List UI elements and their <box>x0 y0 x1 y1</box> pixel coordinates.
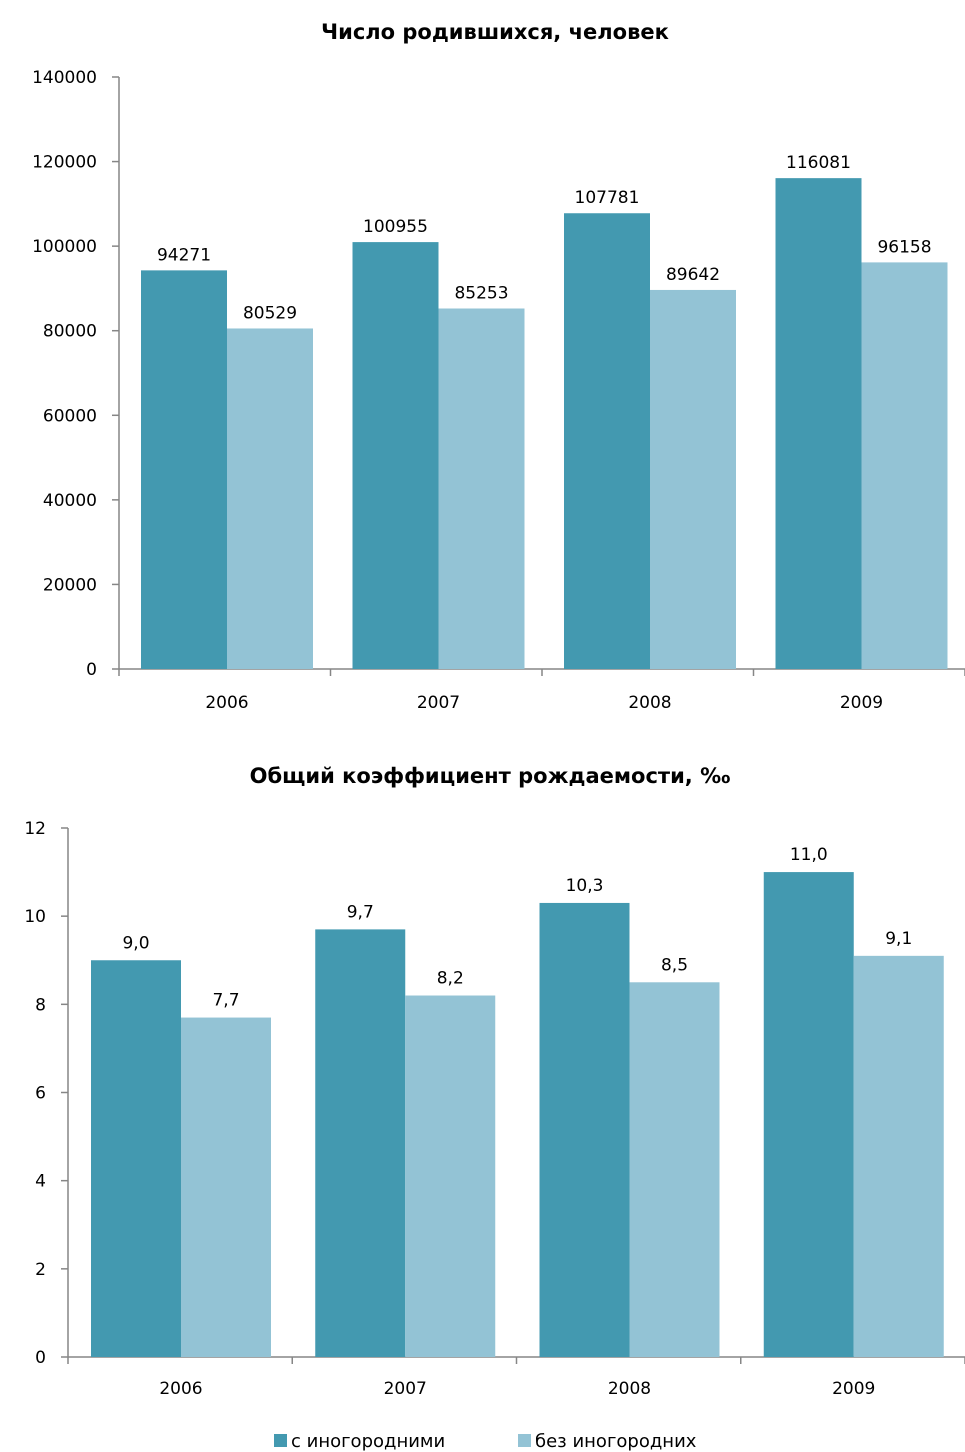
data-label: 8,2 <box>437 969 464 989</box>
data-label: 96158 <box>877 237 931 257</box>
data-label: 80529 <box>243 303 297 323</box>
bar-without-nonresidents-2006 <box>227 328 313 669</box>
data-label: 7,7 <box>212 991 239 1011</box>
data-label: 9,1 <box>885 929 912 949</box>
x-tick-label: 2007 <box>384 1379 427 1399</box>
x-tick-label: 2009 <box>832 1379 875 1399</box>
y-tick-label: 2 <box>35 1260 46 1280</box>
x-tick-label: 2008 <box>608 1379 651 1399</box>
legend-swatch-series-1 <box>274 1434 287 1447</box>
bar-with-nonresidents-2008 <box>564 213 650 669</box>
y-tick-label: 20000 <box>43 575 97 595</box>
legend: с иногородними без иногородних <box>274 1431 697 1452</box>
birth-rate-chart: Общий коэффициент рождаемости, ‰ 0 2 4 6 8 10… <box>24 764 965 1399</box>
y-tick-label: 120000 <box>32 153 97 173</box>
data-label: 89642 <box>666 265 720 285</box>
data-label: 85253 <box>454 284 508 304</box>
bar-with-nonresidents-2006 <box>91 960 181 1357</box>
bar-with-nonresidents-2006 <box>141 270 227 669</box>
data-label: 100955 <box>363 217 428 237</box>
y-tick-label: 8 <box>35 995 46 1015</box>
bar-without-nonresidents-2008 <box>629 982 720 1357</box>
x-tick-label: 2006 <box>159 1379 202 1399</box>
legend-label-series-1: с иногородними <box>291 1431 445 1452</box>
x-tick-label: 2008 <box>628 693 671 713</box>
data-label: 107781 <box>575 188 640 208</box>
y-tick-label: 12 <box>24 819 46 839</box>
y-tick-label: 60000 <box>43 406 97 426</box>
x-tick-label: 2007 <box>417 693 460 713</box>
y-tick-label: 0 <box>35 1348 46 1368</box>
y-tick-label: 40000 <box>43 491 97 511</box>
y-tick-label: 4 <box>35 1172 46 1192</box>
bar-without-nonresidents-2007 <box>438 308 525 669</box>
bar-with-nonresidents-2009 <box>763 872 854 1357</box>
y-tick-label: 6 <box>35 1084 46 1104</box>
legend-swatch-series-2 <box>518 1434 531 1447</box>
data-label: 116081 <box>786 153 851 173</box>
legend-label-series-2: без иногородних <box>535 1431 697 1452</box>
y-tick-label: 140000 <box>32 68 97 88</box>
chart-title: Число родившихся, человек <box>321 20 669 44</box>
bar-without-nonresidents-2008 <box>650 289 736 669</box>
x-tick-label: 2006 <box>205 693 248 713</box>
data-label: 9,7 <box>347 902 374 922</box>
data-label: 8,5 <box>661 955 688 975</box>
data-label: 9,0 <box>122 933 149 953</box>
data-label: 11,0 <box>790 845 828 865</box>
chart-title: Общий коэффициент рождаемости, ‰ <box>250 764 731 788</box>
bar-with-nonresidents-2008 <box>539 902 630 1357</box>
y-tick-label: 0 <box>86 660 97 680</box>
y-tick-label: 100000 <box>32 237 97 257</box>
x-tick-label: 2009 <box>840 693 883 713</box>
data-label: 94271 <box>157 245 211 265</box>
bar-with-nonresidents-2007 <box>352 242 439 670</box>
bar-without-nonresidents-2009 <box>853 955 944 1357</box>
y-tick-label: 80000 <box>43 322 97 342</box>
births-chart: Число родившихся, человек 0 20000 40000 600… <box>32 20 965 713</box>
bar-without-nonresidents-2007 <box>405 995 496 1357</box>
data-label: 10,3 <box>566 876 604 896</box>
bar-with-nonresidents-2007 <box>315 929 406 1357</box>
bar-with-nonresidents-2009 <box>775 178 862 670</box>
bar-without-nonresidents-2009 <box>861 262 948 669</box>
y-tick-label: 10 <box>24 907 46 927</box>
bar-without-nonresidents-2006 <box>181 1017 271 1357</box>
